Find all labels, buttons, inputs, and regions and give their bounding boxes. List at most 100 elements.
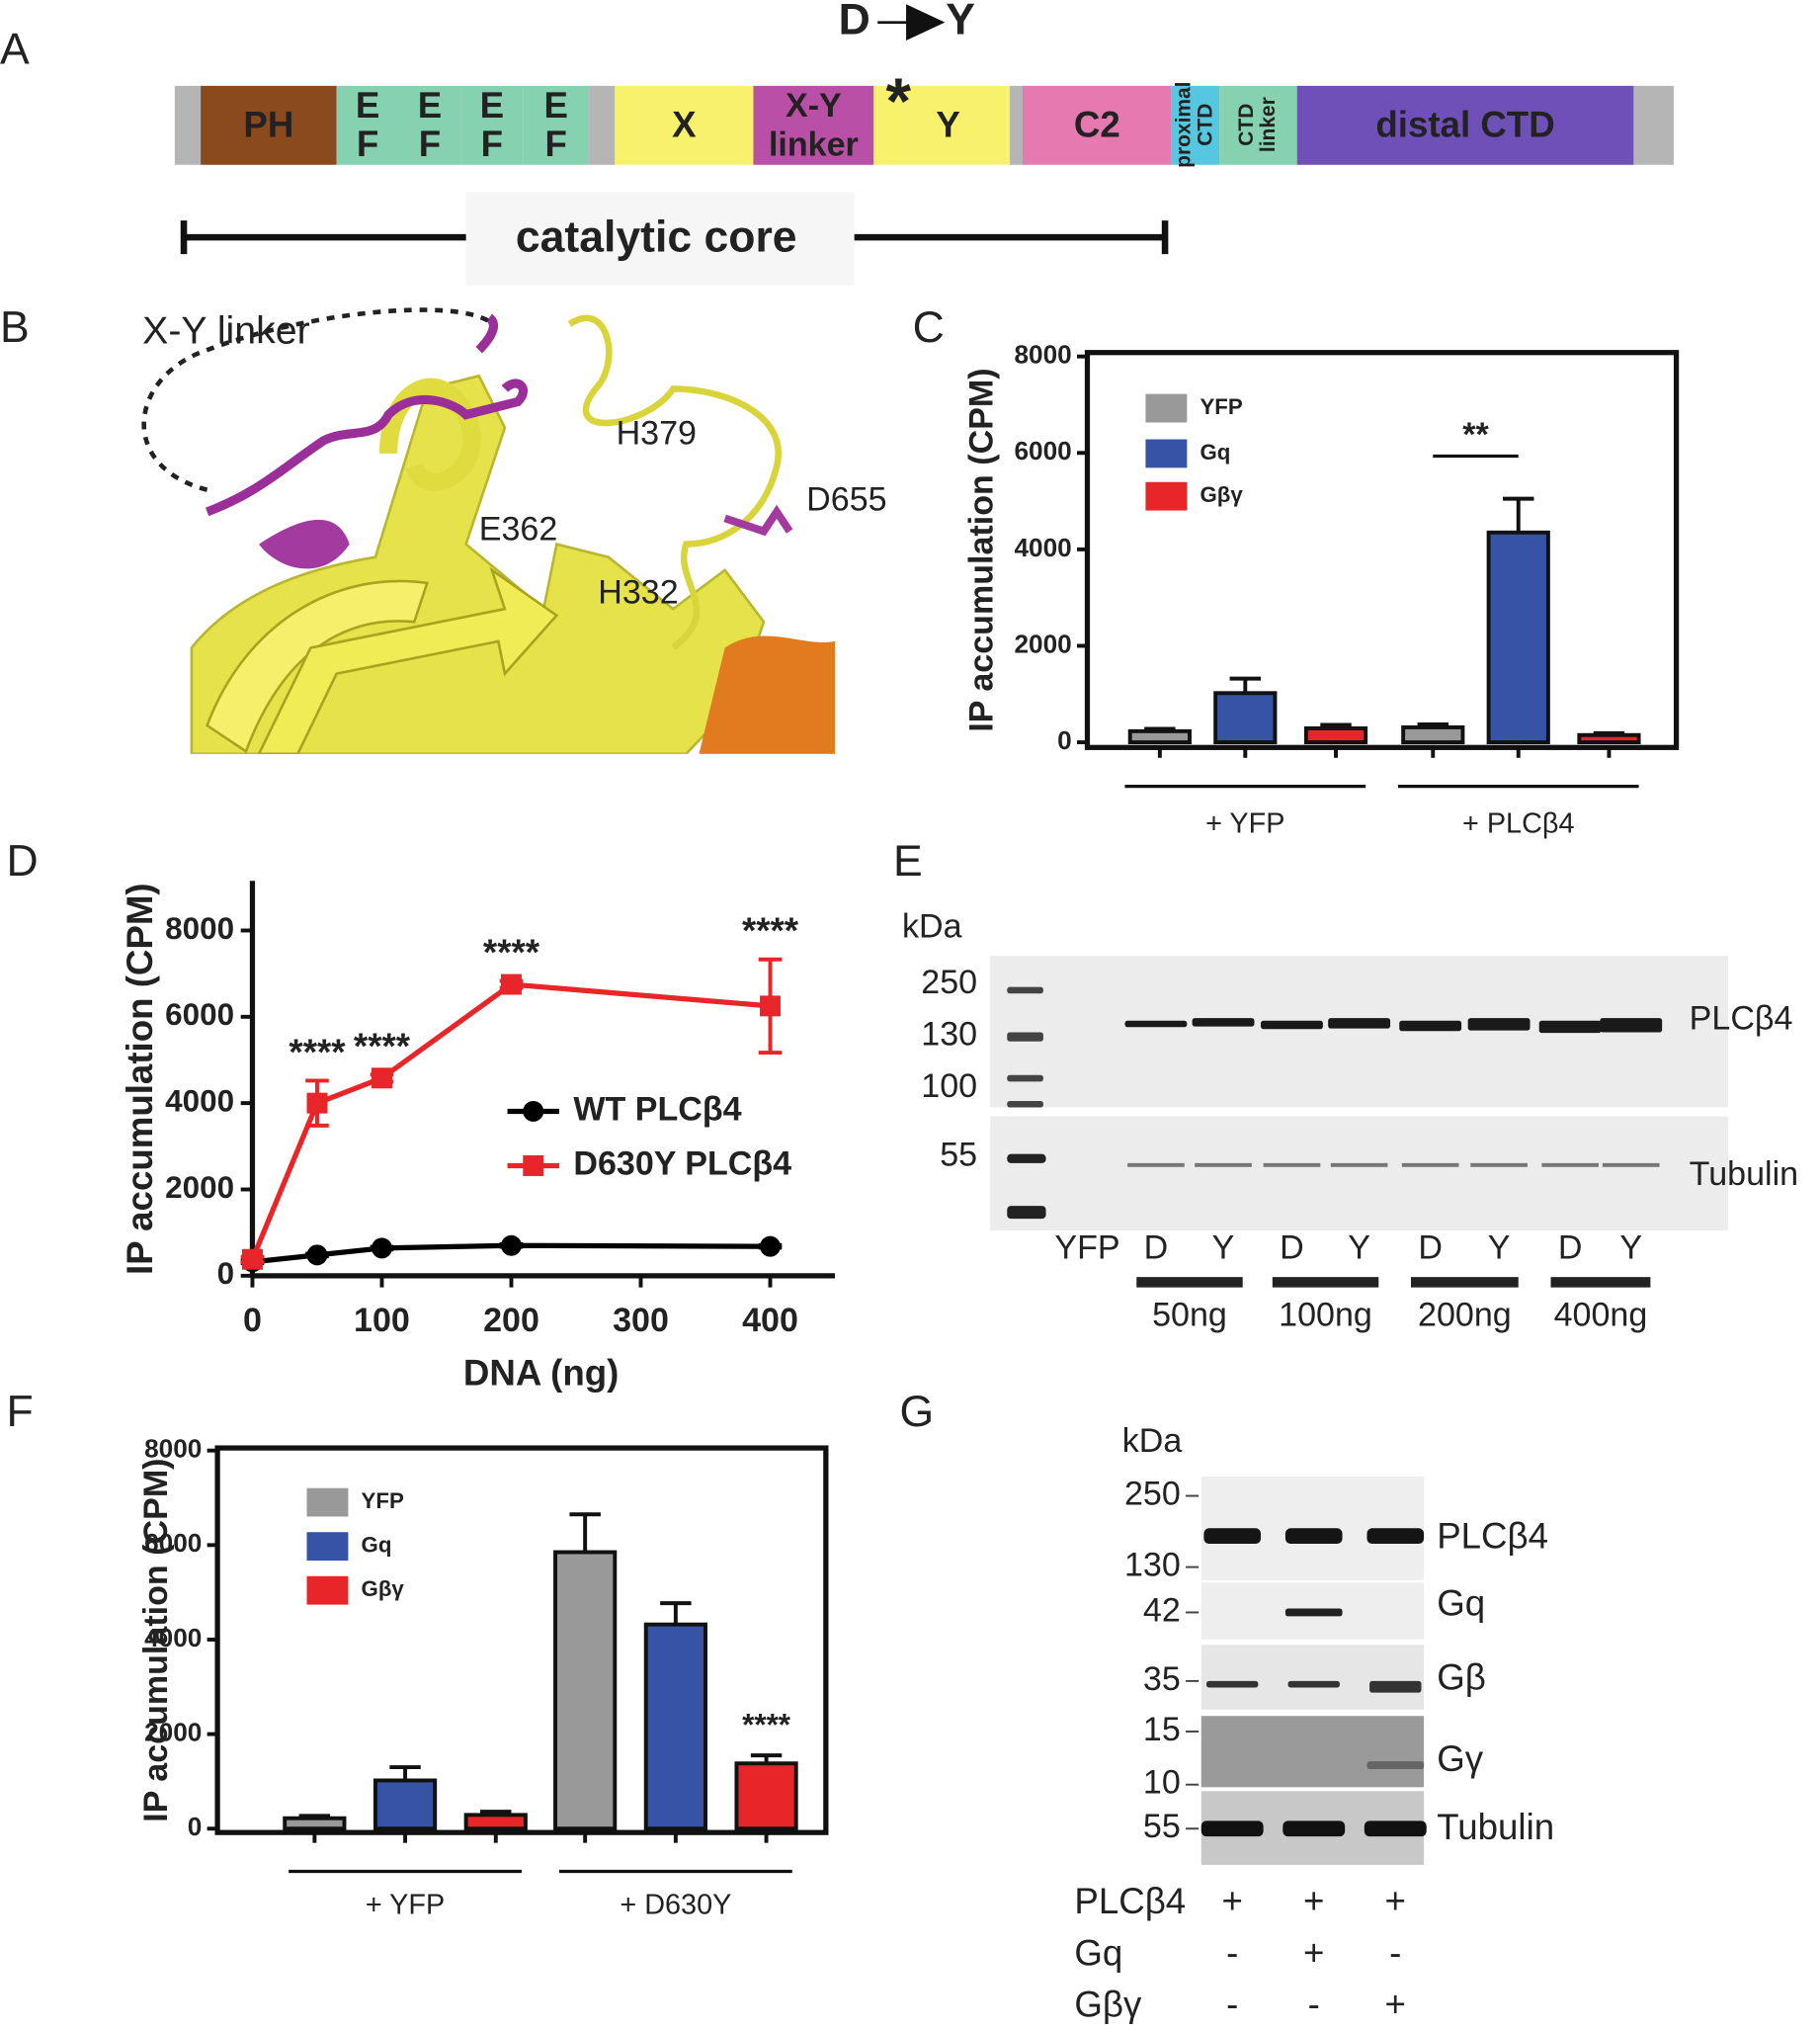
domain-label: distal CTD bbox=[1375, 104, 1554, 144]
significance: **** bbox=[742, 1708, 791, 1742]
spacer bbox=[1009, 85, 1023, 165]
y-tick-label: 0 bbox=[188, 1812, 203, 1841]
legend-label: YFP bbox=[362, 1488, 404, 1513]
band-label: PLCβ4 bbox=[1437, 1515, 1548, 1556]
bar bbox=[283, 1816, 347, 1831]
legend-label: WT PLCβ4 bbox=[573, 1090, 741, 1128]
point bbox=[371, 1237, 392, 1259]
y-tick-label: 2000 bbox=[144, 1718, 202, 1747]
band bbox=[1261, 1020, 1323, 1030]
domain-label: F bbox=[357, 124, 378, 164]
y-tick-label: 8000 bbox=[165, 911, 234, 946]
core-bracket bbox=[180, 220, 1169, 255]
point bbox=[241, 1248, 263, 1270]
amount-label: 100ng bbox=[1279, 1297, 1372, 1334]
y-tick-label: 2000 bbox=[1014, 629, 1071, 658]
x-axis-label: DNA (ng) bbox=[463, 1352, 620, 1393]
structure-label: H332 bbox=[598, 574, 678, 612]
bar bbox=[1577, 732, 1641, 745]
condition-name: Gq bbox=[1074, 1932, 1122, 1973]
lane-label: D bbox=[1558, 1229, 1583, 1267]
ladder-band bbox=[1007, 986, 1043, 994]
blot bbox=[1200, 1645, 1425, 1710]
domain bbox=[523, 85, 590, 165]
lane-label: D bbox=[1418, 1229, 1443, 1267]
condition-sign: + bbox=[1222, 1881, 1243, 1921]
band bbox=[1203, 1528, 1262, 1545]
structure-label: D655 bbox=[806, 480, 886, 518]
mutation-to: Y bbox=[946, 0, 975, 43]
arrow-head bbox=[906, 4, 946, 41]
band bbox=[1124, 1020, 1188, 1028]
bar bbox=[1303, 725, 1368, 745]
domain-label: C2 bbox=[1074, 104, 1120, 144]
amount-label: 200ng bbox=[1418, 1297, 1512, 1334]
condition-sign: + bbox=[1385, 1881, 1406, 1921]
band bbox=[1328, 1018, 1391, 1029]
band bbox=[1364, 1820, 1427, 1837]
bar bbox=[463, 1813, 528, 1831]
panel-label: B bbox=[0, 303, 30, 352]
legend-swatch bbox=[306, 1487, 349, 1517]
band bbox=[1369, 1680, 1422, 1693]
domain-label: proximal bbox=[1172, 81, 1195, 167]
disordered-linker bbox=[141, 307, 491, 492]
legend-swatch bbox=[306, 1575, 349, 1605]
point bbox=[371, 1067, 392, 1089]
condition-name: Gβγ bbox=[1074, 1985, 1142, 2025]
y-tick-label: 0 bbox=[1057, 725, 1072, 755]
significance: **** bbox=[742, 910, 799, 951]
condition-name: PLCβ4 bbox=[1074, 1881, 1186, 1921]
group-label: + YFP bbox=[366, 1889, 445, 1920]
ladder-band bbox=[1007, 1153, 1046, 1163]
legend-label: Gq bbox=[1200, 440, 1230, 465]
group-label: + D630Y bbox=[620, 1889, 731, 1920]
group-label: + YFP bbox=[1205, 808, 1284, 840]
lane-label: Y bbox=[1619, 1229, 1642, 1267]
legend-label: Gq bbox=[362, 1533, 392, 1558]
unit-label: kDa bbox=[902, 908, 962, 946]
structure-label: E362 bbox=[479, 511, 558, 549]
domain-spacers bbox=[174, 85, 1674, 165]
condition-sign: - bbox=[1226, 1985, 1238, 2025]
significance: ** bbox=[1462, 416, 1489, 454]
y-tick-label: 8000 bbox=[1014, 340, 1071, 370]
domain-label: E bbox=[418, 85, 442, 126]
band bbox=[1600, 1018, 1663, 1033]
domain bbox=[460, 85, 524, 165]
x-tick-label: 300 bbox=[613, 1302, 669, 1339]
lane-label: Y bbox=[1348, 1229, 1370, 1267]
xy-linker-ribbon bbox=[206, 379, 528, 517]
protein-structure bbox=[141, 307, 836, 754]
panel-label: A bbox=[0, 26, 30, 74]
core-label-bg bbox=[465, 192, 855, 286]
y-tick-label: 8000 bbox=[144, 1434, 202, 1464]
domain bbox=[1171, 85, 1220, 165]
marker-label: 100 bbox=[921, 1067, 977, 1105]
band bbox=[1263, 1162, 1321, 1167]
x-tick-label: 200 bbox=[483, 1302, 539, 1339]
xy-linker-end bbox=[475, 313, 498, 354]
band bbox=[1287, 1680, 1340, 1688]
marker-label: 250 bbox=[921, 964, 977, 1001]
domain bbox=[753, 85, 874, 165]
blot bbox=[990, 1116, 1728, 1230]
point bbox=[760, 1235, 781, 1257]
panel-label: C bbox=[913, 303, 945, 352]
band bbox=[1195, 1162, 1252, 1167]
y-tick-label: 6000 bbox=[1014, 436, 1071, 465]
band bbox=[1200, 1820, 1264, 1837]
band bbox=[1206, 1680, 1259, 1688]
domain-label: CTD bbox=[1195, 104, 1217, 146]
domain-label: linker bbox=[769, 126, 859, 163]
band bbox=[1602, 1162, 1660, 1167]
band bbox=[1538, 1020, 1602, 1034]
domain-label: PH bbox=[243, 104, 293, 144]
lane-label: YFP bbox=[1054, 1229, 1119, 1267]
significance: **** bbox=[354, 1026, 411, 1066]
y-axis-label: IP accumulation (CPM) bbox=[120, 883, 160, 1275]
lane-label: D bbox=[1144, 1229, 1169, 1267]
band bbox=[1366, 1528, 1425, 1545]
condition-sign: - bbox=[1389, 1932, 1401, 1973]
